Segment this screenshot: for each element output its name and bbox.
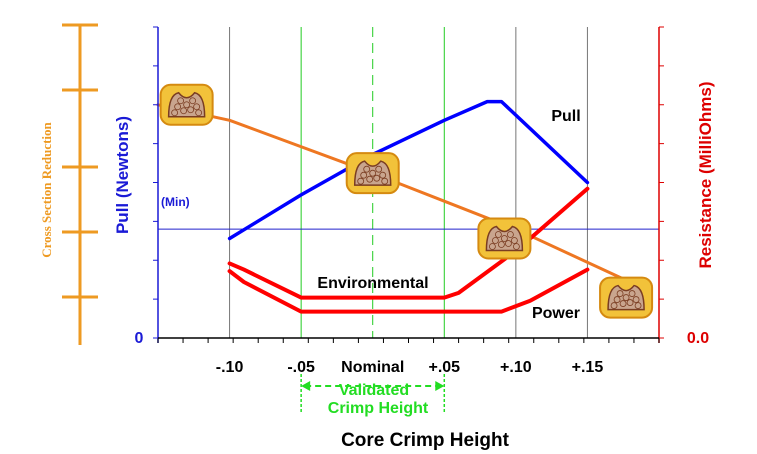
x-tick-label: Nominal [341, 359, 404, 376]
strand [626, 299, 634, 306]
cross-section-4 [599, 276, 654, 319]
strand [360, 171, 368, 179]
x-tick-label: +.15 [572, 359, 604, 376]
strand [379, 171, 387, 179]
strand [507, 231, 514, 238]
strand [363, 165, 371, 173]
strand [505, 240, 512, 247]
series-line-power [227, 267, 590, 314]
strand [613, 296, 621, 303]
strand [381, 177, 389, 185]
strand [183, 101, 191, 109]
y-axis-right-title: Resistance (MilliOhms) [696, 81, 715, 268]
strand [513, 243, 520, 250]
strand [369, 169, 377, 177]
x-tick-label: +.10 [500, 359, 532, 376]
y-axis-left-title: Pull (Newtons) [113, 116, 132, 234]
validated-label-line2: Crimp Height [328, 400, 429, 417]
crimp-strands [485, 225, 524, 252]
x-tick-label: +.05 [428, 359, 460, 376]
strand [501, 235, 508, 242]
strand [489, 243, 496, 250]
strand [632, 296, 640, 303]
strand [187, 106, 195, 114]
strand [193, 103, 201, 111]
strand [357, 177, 365, 185]
strand [495, 231, 502, 238]
strand [373, 174, 381, 182]
strand [174, 103, 182, 111]
min-line-label: (Min) [161, 195, 190, 209]
power-series-label: Power [532, 305, 580, 322]
right-axis-zero-label: 0.0 [687, 330, 709, 347]
strand [628, 290, 636, 297]
cross-section-2 [345, 152, 400, 195]
y-axis-far-left-title: Cross Section Reduction [39, 121, 54, 257]
validated-arrow-left [301, 381, 311, 391]
strand [616, 290, 624, 297]
strand [177, 97, 185, 105]
strand [375, 165, 383, 173]
strand [622, 294, 630, 301]
left-axis-zero-label: 0 [135, 330, 144, 347]
x-axis-title: Core Crimp Height [341, 430, 510, 451]
strand [492, 237, 499, 244]
cross-section-3 [477, 217, 532, 260]
pull-series-label: Pull [551, 108, 580, 125]
strand [634, 302, 642, 309]
crimp-strands [167, 91, 206, 118]
strand [171, 109, 179, 117]
series-line-pull [227, 99, 590, 241]
crimp-strands [353, 160, 392, 186]
validated-label-line1: Validated [339, 382, 409, 399]
x-tick-label: -.05 [287, 359, 315, 376]
strand [195, 109, 203, 117]
strand [619, 300, 627, 307]
strand [610, 302, 618, 309]
strand [366, 175, 374, 183]
strand [180, 107, 188, 115]
crimp-strands [607, 284, 645, 311]
strand [189, 97, 197, 105]
x-tick-label: -.10 [216, 359, 244, 376]
strand [498, 241, 505, 248]
environmental-series-label: Environmental [317, 275, 428, 292]
cross-section-layer [159, 83, 654, 319]
cross-section-1 [159, 83, 214, 126]
validated-band [300, 374, 446, 413]
validated-arrow-right [435, 381, 445, 391]
axis-layer: -.10 -.05 Nominal +.05 +.10 +.15 [62, 23, 664, 376]
strand [511, 237, 518, 244]
